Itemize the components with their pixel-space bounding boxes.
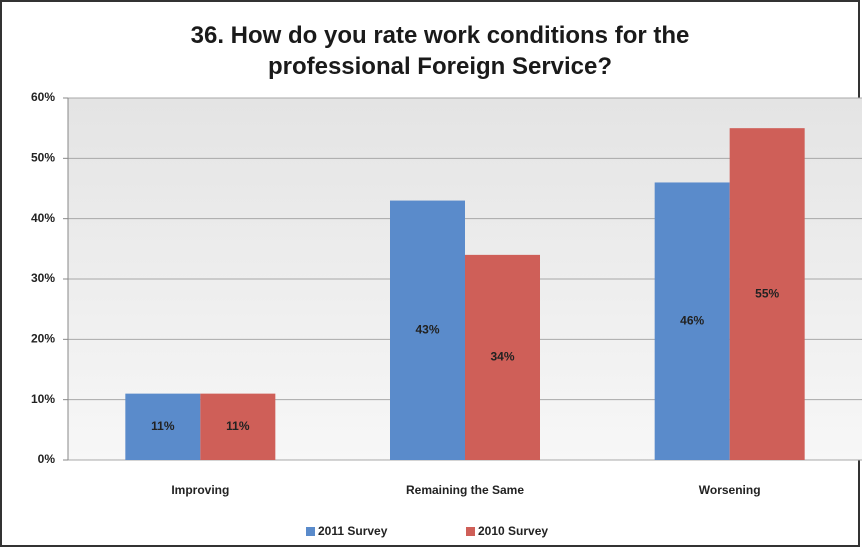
- data-label: 43%: [415, 322, 439, 336]
- x-tick-label: Improving: [171, 483, 229, 497]
- data-label: 11%: [151, 419, 175, 433]
- y-tick-label: 60%: [31, 90, 55, 104]
- y-tick-label: 50%: [31, 151, 55, 165]
- data-label: 55%: [755, 286, 779, 300]
- bar: [465, 254, 540, 460]
- y-tick-label: 30%: [31, 271, 55, 285]
- legend-label: 2010 Survey: [478, 524, 548, 538]
- y-tick-label: 20%: [31, 332, 55, 346]
- bar: [200, 393, 276, 460]
- x-tick-label: Remaining the Same: [406, 483, 524, 497]
- y-tick-label: 0%: [38, 452, 56, 466]
- legend-swatch: [306, 527, 315, 536]
- data-label: 11%: [226, 419, 250, 433]
- bar: [654, 182, 730, 460]
- bar: [729, 128, 805, 460]
- data-label: 46%: [680, 313, 704, 327]
- legend-label: 2011 Survey: [318, 524, 388, 538]
- y-tick-label: 10%: [31, 392, 55, 406]
- y-tick-label: 40%: [31, 211, 55, 225]
- bar: [125, 393, 201, 460]
- bar: [390, 200, 465, 461]
- x-tick-label: Worsening: [699, 483, 761, 497]
- chart-title: 36. How do you rate work conditions for …: [190, 22, 690, 80]
- legend-swatch: [466, 527, 475, 536]
- data-label: 34%: [490, 350, 514, 364]
